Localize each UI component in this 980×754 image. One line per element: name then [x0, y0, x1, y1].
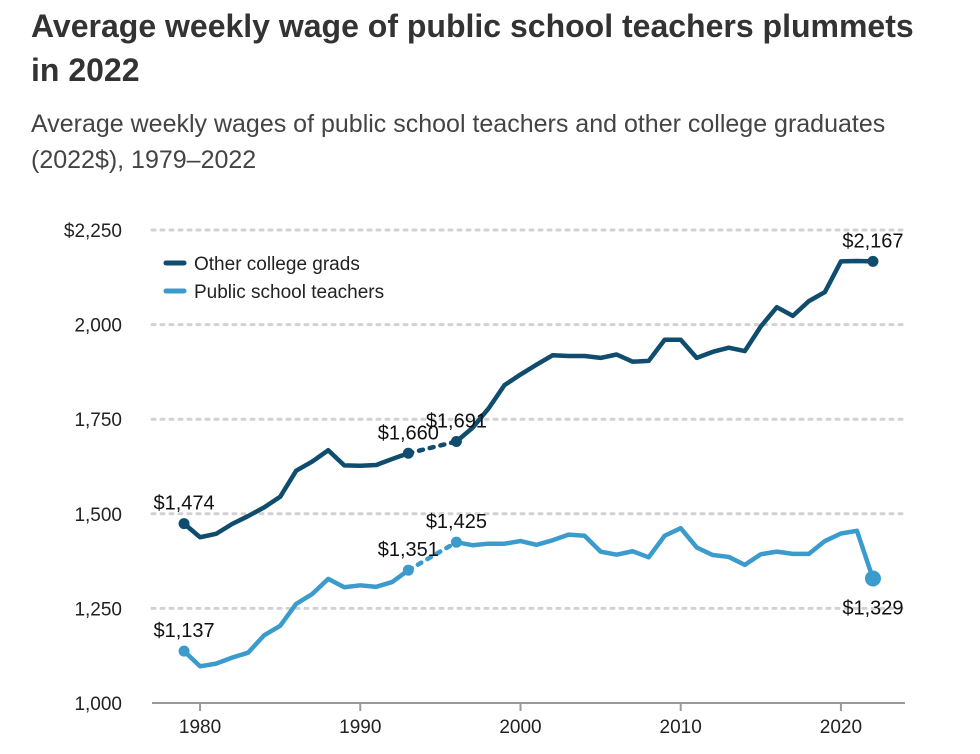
series-gap-line — [406, 439, 459, 456]
series-line — [181, 567, 411, 669]
legend: Other college grads Public school teacher… — [163, 254, 384, 303]
data-label: $1,474 — [153, 493, 214, 515]
data-label: $1,137 — [153, 620, 214, 642]
x-axis: 1980 1990 2000 2010 2020 — [152, 702, 905, 738]
data-point — [867, 255, 879, 267]
legend-label: Public school teachers — [194, 282, 384, 303]
y-tick-label: 1,250 — [74, 599, 122, 620]
y-tick-label: $2,250 — [64, 221, 122, 242]
x-tick-label: 1990 — [339, 717, 381, 738]
series-lines — [181, 258, 876, 669]
y-tick-label: 1,500 — [74, 505, 122, 526]
x-tick-label: 2020 — [820, 717, 862, 738]
data-point — [402, 447, 414, 459]
data-point — [178, 518, 190, 530]
x-tick-label: 2000 — [499, 717, 541, 738]
series-line — [454, 525, 876, 581]
y-tick-label: 2,000 — [74, 316, 122, 337]
data-point — [450, 536, 462, 548]
legend-label: Other college grads — [194, 254, 360, 275]
data-label: $2,167 — [842, 230, 903, 252]
series-line — [181, 447, 411, 540]
data-point — [864, 570, 881, 587]
x-tick-label: 1980 — [179, 717, 221, 738]
series-gap-line — [406, 539, 459, 573]
data-labels: $1,474 $1,660$1,691 $2,167 $1,137 $1,351 $1,4… — [153, 230, 904, 657]
chart-subtitle: Average weekly wages of public school te… — [31, 110, 886, 174]
chart-title: Average weekly wage of public school tea… — [31, 8, 914, 88]
data-label: $1,351 — [378, 539, 439, 561]
data-label: $1,329 — [842, 598, 903, 620]
y-tick-label: 1,000 — [74, 694, 122, 715]
grid-lines — [150, 228, 907, 610]
data-point — [450, 436, 462, 448]
data-label: $1,660 — [378, 422, 439, 444]
data-label: $1,425 — [426, 511, 487, 533]
x-tick-label: 2010 — [660, 717, 702, 738]
data-point — [402, 564, 414, 576]
data-point — [178, 645, 190, 657]
data-label: $1,691 — [426, 411, 487, 433]
y-tick-label: 1,750 — [74, 410, 122, 431]
y-axis: 1,000 1,250 1,500 1,750 2,000 $2,250 — [64, 221, 122, 715]
series-line — [454, 258, 876, 444]
